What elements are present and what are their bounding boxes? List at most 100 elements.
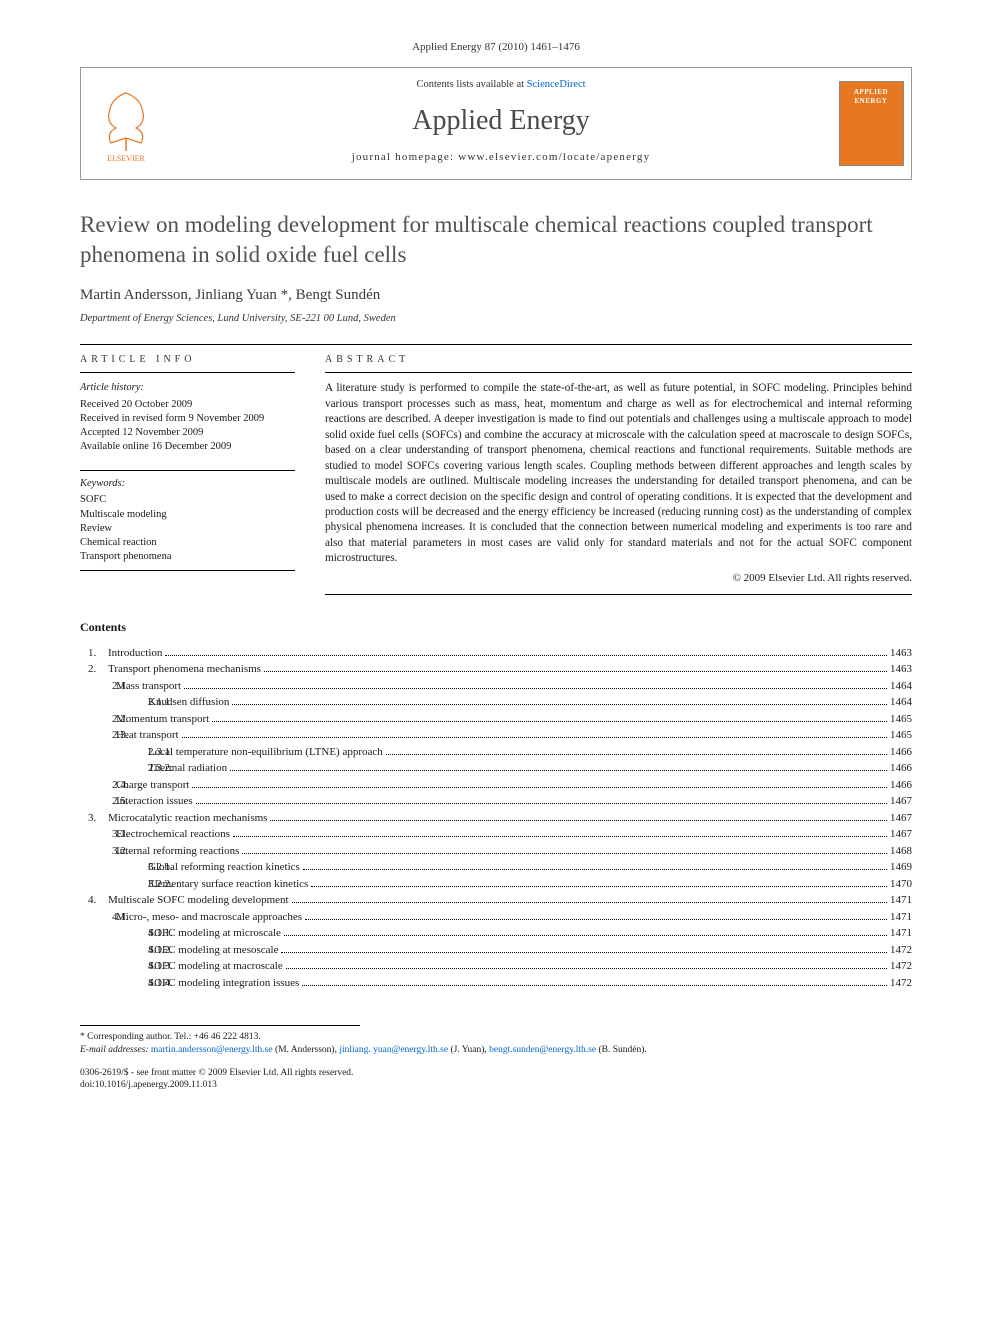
toc-entry[interactable]: 4.1.3.SOFC modeling at macroscale1472: [80, 958, 912, 975]
info-abstract-row: ARTICLE INFO Article history: Received 2…: [80, 345, 912, 595]
journal-name: Applied Energy: [171, 102, 831, 140]
toc-leader-dots: [182, 737, 887, 738]
toc-page: 1464: [890, 694, 912, 711]
author-list: Martin Andersson, Jinliang Yuan *, Bengt…: [80, 285, 912, 305]
toc-entry[interactable]: 4.1.2.SOFC modeling at mesoscale1472: [80, 942, 912, 959]
toc-leader-dots: [386, 754, 887, 755]
toc-entry[interactable]: 2.1.Mass transport1464: [80, 678, 912, 695]
history-head: Article history:: [80, 381, 295, 395]
toc-number: 3.2.2.: [80, 876, 148, 893]
toc-entry[interactable]: 4.1.4.SOFC modeling integration issues14…: [80, 975, 912, 992]
abstract-head: ABSTRACT: [325, 345, 912, 374]
article-info-column: ARTICLE INFO Article history: Received 2…: [80, 345, 295, 595]
email-who: (B. Sundén).: [596, 1045, 647, 1055]
toc-leader-dots: [196, 803, 887, 804]
toc-leader-dots: [212, 721, 887, 722]
elsevier-tree-icon: ELSEVIER: [91, 83, 161, 163]
publisher-logo-cell: ELSEVIER: [81, 68, 171, 179]
toc-number: 2.3.2.: [80, 760, 148, 777]
toc-entry[interactable]: 4.1.Micro-, meso- and macroscale approac…: [80, 909, 912, 926]
toc-title: Internal reforming reactions: [116, 843, 239, 860]
toc-entry[interactable]: 3.2.2.Elementary surface reaction kineti…: [80, 876, 912, 893]
toc-number: 2.4.: [80, 777, 116, 794]
toc-leader-dots: [233, 836, 887, 837]
toc-entry[interactable]: 2.2.Momentum transport1465: [80, 711, 912, 728]
cover-label-2: ENERGY: [855, 97, 888, 106]
homepage-prefix: journal homepage:: [352, 151, 459, 163]
toc-title: Multiscale SOFC modeling development: [108, 892, 289, 909]
keywords-block: Keywords: SOFCMultiscale modelingReviewC…: [80, 470, 295, 571]
toc-entry[interactable]: 2.Transport phenomena mechanisms1463: [80, 661, 912, 678]
homepage-line: journal homepage: www.elsevier.com/locat…: [171, 150, 831, 165]
toc-entry[interactable]: 2.3.1.Local temperature non-equilibrium …: [80, 744, 912, 761]
toc-page: 1465: [890, 727, 912, 744]
toc-entry[interactable]: 2.3.2.Thermal radiation 1466: [80, 760, 912, 777]
toc-number: 2.1.: [80, 678, 116, 695]
abstract-column: ABSTRACT A literature study is performed…: [325, 345, 912, 595]
toc-title: Introduction: [108, 645, 162, 662]
toc-title: SOFC modeling integration issues: [148, 975, 299, 992]
keyword: Review: [80, 522, 295, 536]
sciencedirect-link[interactable]: ScienceDirect: [527, 79, 586, 90]
toc-title: SOFC modeling at macroscale: [148, 958, 283, 975]
email-link[interactable]: martin.andersson@energy.lth.se: [151, 1045, 273, 1055]
toc-page: 1467: [890, 793, 912, 810]
toc-entry[interactable]: 1.Introduction1463: [80, 645, 912, 662]
toc-entry[interactable]: 4.Multiscale SOFC modeling development14…: [80, 892, 912, 909]
article-title: Review on modeling development for multi…: [80, 210, 912, 270]
homepage-url: www.elsevier.com/locate/apenergy: [458, 151, 650, 163]
contents-heading: Contents: [80, 619, 912, 635]
svg-text:ELSEVIER: ELSEVIER: [107, 154, 145, 163]
history-line: Available online 16 December 2009: [80, 440, 295, 454]
toc-entry[interactable]: 2.3.Heat transport1465: [80, 727, 912, 744]
toc-title: Heat transport: [116, 727, 179, 744]
toc-page: 1463: [890, 661, 912, 678]
abstract-copyright: © 2009 Elsevier Ltd. All rights reserved…: [325, 571, 912, 586]
toc-number: 3.2.: [80, 843, 116, 860]
email-link[interactable]: jinliang. yuan@energy.lth.se: [339, 1045, 448, 1055]
toc-title: Thermal radiation: [148, 760, 227, 777]
toc-page: 1471: [890, 892, 912, 909]
toc-entry[interactable]: 3.1.Electrochemical reactions1467: [80, 826, 912, 843]
toc-entry[interactable]: 3.2.1.Global reforming reaction kinetics…: [80, 859, 912, 876]
email-label: E-mail addresses:: [80, 1045, 151, 1055]
toc-number: 2.3.1.: [80, 744, 148, 761]
toc-title: Micro-, meso- and macroscale approaches: [116, 909, 302, 926]
toc-entry[interactable]: 3.Microcatalytic reaction mechanisms1467: [80, 810, 912, 827]
toc-entry[interactable]: 2.5.Interaction issues1467: [80, 793, 912, 810]
toc-number: 2.5.: [80, 793, 116, 810]
toc-entry[interactable]: 4.1.1.SOFC modeling at microscale1471: [80, 925, 912, 942]
toc-number: 4.1.: [80, 909, 116, 926]
toc-entry[interactable]: 2.1.1.Knudsen diffusion1464: [80, 694, 912, 711]
toc-leader-dots: [192, 787, 887, 788]
toc-entry[interactable]: 2.4.Charge transport1466: [80, 777, 912, 794]
toc-page: 1463: [890, 645, 912, 662]
footnotes: * Corresponding author. Tel.: +46 46 222…: [80, 1025, 360, 1057]
keyword: SOFC: [80, 493, 295, 507]
email-line: E-mail addresses: martin.andersson@energ…: [80, 1044, 912, 1057]
keyword: Chemical reaction: [80, 536, 295, 550]
toc-leader-dots: [264, 671, 887, 672]
history-line: Received in revised form 9 November 2009: [80, 412, 295, 426]
toc-page: 1466: [890, 760, 912, 777]
toc-leader-dots: [165, 655, 887, 656]
toc-title: Global reforming reaction kinetics: [148, 859, 300, 876]
toc-leader-dots: [302, 985, 887, 986]
email-link[interactable]: bengt.sunden@energy.lth.se: [489, 1045, 596, 1055]
toc-entry[interactable]: 3.2.Internal reforming reactions1468: [80, 843, 912, 860]
toc-page: 1466: [890, 744, 912, 761]
history-line: Received 20 October 2009: [80, 398, 295, 412]
toc-number: 3.: [80, 810, 108, 827]
toc-page: 1467: [890, 810, 912, 827]
toc-number: 3.1.: [80, 826, 116, 843]
keyword: Multiscale modeling: [80, 508, 295, 522]
toc-page: 1472: [890, 942, 912, 959]
toc-leader-dots: [242, 853, 887, 854]
toc-page: 1472: [890, 975, 912, 992]
email-who: (M. Andersson),: [273, 1045, 340, 1055]
toc-leader-dots: [303, 869, 887, 870]
email-who: (J. Yuan),: [448, 1045, 489, 1055]
toc-leader-dots: [311, 886, 887, 887]
toc-title: Electrochemical reactions: [116, 826, 230, 843]
toc-title: Local temperature non-equilibrium (LTNE)…: [148, 744, 383, 761]
